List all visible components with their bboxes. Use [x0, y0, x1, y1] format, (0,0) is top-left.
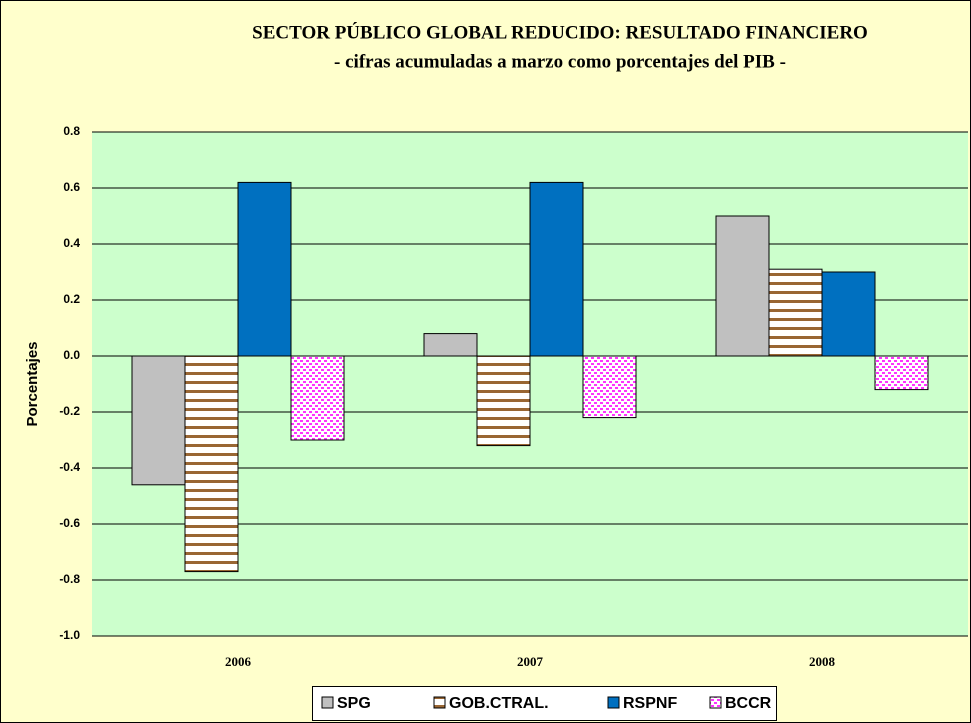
legend-swatch: [321, 696, 334, 709]
bar: [184, 355, 239, 573]
y-tick-label: -1.0: [59, 628, 80, 642]
chart-subtitle: - cifras acumuladas a marzo como porcent…: [334, 51, 786, 72]
legend-label: BCCR: [725, 695, 772, 712]
legend-swatch: [709, 696, 722, 709]
bar: [821, 271, 876, 357]
legend-swatch: [607, 696, 620, 709]
y-tick-label: -0.6: [59, 516, 80, 530]
bar: [290, 355, 345, 441]
y-tick-label: 0.4: [63, 236, 80, 250]
y-tick-label: 0.8: [63, 124, 80, 138]
y-tick-label: 0.6: [63, 180, 80, 194]
bar: [768, 268, 823, 357]
bar: [529, 181, 584, 357]
legend-label: RSPNF: [623, 695, 677, 712]
y-tick-label: 0.2: [63, 292, 80, 306]
legend-swatch: [433, 696, 446, 709]
x-tick-label: 2008: [809, 654, 836, 669]
y-tick-label: 0.0: [63, 348, 80, 362]
x-tick-label: 2006: [225, 654, 252, 669]
y-tick-label: -0.2: [59, 404, 80, 418]
bar: [874, 355, 929, 391]
bar: [131, 355, 186, 486]
chart-title: SECTOR PÚBLICO GLOBAL REDUCIDO: RESULTAD…: [252, 21, 868, 43]
x-tick-label: 2007: [517, 654, 544, 669]
legend-label: GOB.CTRAL.: [449, 695, 549, 712]
y-tick-label: -0.8: [59, 572, 80, 586]
bar: [423, 333, 478, 357]
legend-box: [312, 686, 777, 721]
bar: [715, 215, 770, 357]
bar: [582, 355, 637, 419]
legend-label: SPG: [337, 695, 371, 712]
y-tick-label: -0.4: [59, 460, 80, 474]
y-axis-label: Porcentajes: [24, 341, 41, 426]
bar: [237, 181, 292, 357]
bar: [476, 355, 531, 447]
